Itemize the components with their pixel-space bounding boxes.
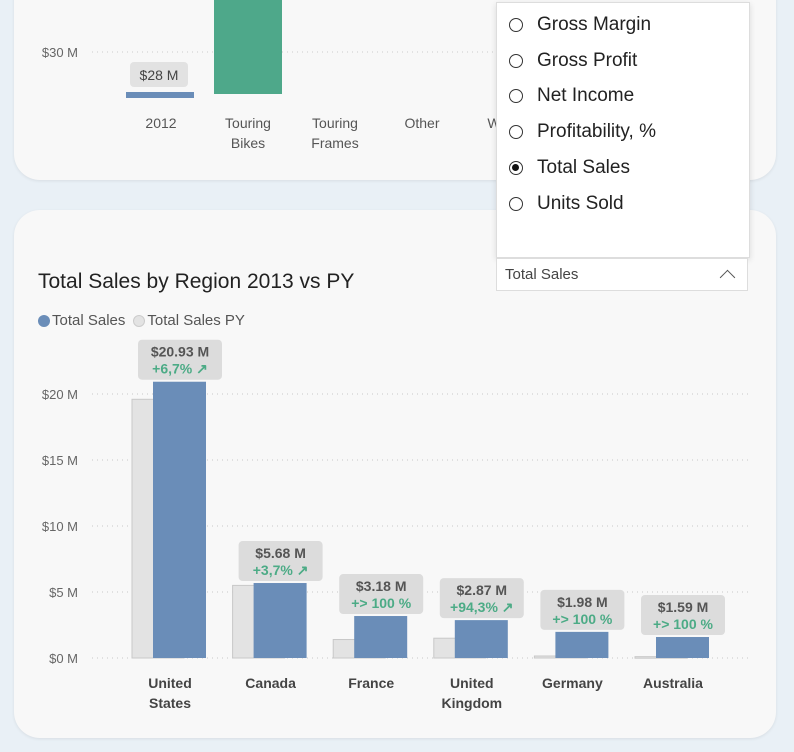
option-net-income[interactable]: Net Income	[509, 83, 634, 109]
value-label: $2.87 M	[457, 582, 508, 598]
top-bar-touring-bikes	[214, 0, 282, 94]
radio-gross-profit[interactable]	[509, 54, 523, 68]
option-label: Gross Profit	[537, 50, 638, 71]
y-tick-label: $5 M	[49, 585, 78, 600]
top-category-label: Touring Bikes	[225, 115, 271, 151]
radio-gross-margin[interactable]	[509, 18, 523, 32]
legend-label-current: Total Sales	[52, 312, 126, 329]
legend-dot-current	[38, 314, 50, 327]
data-label-box	[238, 541, 323, 582]
value-label: $1.59 M	[658, 599, 709, 615]
option-label: Units Sold	[537, 193, 624, 214]
top-ytick: $30 M	[42, 45, 78, 60]
option-label: Profitability, %	[537, 121, 656, 142]
measure-dropdown-list: Gross Margin Gross Profit Net Income Pro…	[496, 2, 750, 258]
data-label-box	[439, 578, 524, 619]
category-label: France	[348, 675, 394, 691]
bar-total-sales[interactable]	[555, 631, 609, 658]
measure-select-value: Total Sales	[505, 266, 579, 283]
category-label: United States	[148, 675, 192, 711]
chart-legend: Total Sales Total Sales PY	[38, 312, 249, 329]
legend-item-total-sales[interactable]: Total Sales	[38, 312, 125, 329]
radio-units-sold[interactable]	[509, 197, 523, 211]
chevron-up-icon[interactable]	[719, 269, 736, 286]
top-data-label: $28 M	[140, 67, 179, 83]
top-data-label-box	[130, 62, 188, 87]
bar-total-sales[interactable]	[454, 620, 508, 658]
y-tick-label: $10 M	[42, 519, 78, 534]
bar-total-sales[interactable]	[354, 616, 408, 658]
measure-select[interactable]: Total Sales	[496, 258, 748, 291]
change-label: +6,7% ↗	[152, 361, 208, 377]
bar-total-sales[interactable]	[656, 637, 709, 658]
legend-item-total-sales-py[interactable]: Total Sales PY	[133, 312, 245, 329]
option-label: Gross Margin	[537, 14, 652, 35]
option-gross-profit[interactable]: Gross Profit	[509, 48, 637, 74]
y-tick-label: $20 M	[42, 387, 78, 402]
data-label-box	[138, 339, 222, 380]
option-gross-margin[interactable]: Gross Margin	[509, 12, 651, 38]
top-chart: $30 M $28 M 2012 Touring Bikes Touring Frame…	[42, 0, 501, 151]
option-label: Total Sales	[537, 157, 630, 178]
radio-profitability[interactable]	[509, 125, 523, 139]
option-label: Net Income	[537, 85, 635, 106]
category-label: Australia	[643, 675, 703, 691]
data-label-box	[641, 595, 725, 636]
top-category-label: Other	[404, 115, 439, 131]
data-label-box	[339, 574, 424, 615]
chart-title: Total Sales by Region 2013 vs PY	[38, 270, 355, 293]
top-category-label: 2012	[145, 115, 176, 131]
value-label: $3.18 M	[356, 578, 407, 594]
option-units-sold[interactable]: Units Sold	[509, 191, 624, 217]
change-label: +3,7% ↗	[253, 562, 309, 578]
change-label: +94,3% ↗	[450, 599, 514, 615]
legend-label-previous: Total Sales PY	[147, 312, 245, 329]
top-bar-2012	[126, 92, 194, 98]
radio-total-sales[interactable]	[509, 161, 523, 175]
change-label: +> 100 %	[653, 616, 713, 632]
category-label: United Kingdom	[441, 675, 502, 711]
value-label: $5.68 M	[255, 545, 306, 561]
bar-total-sales[interactable]	[153, 381, 206, 658]
change-label: +> 100 %	[552, 611, 612, 627]
option-total-sales[interactable]: Total Sales	[509, 155, 630, 181]
change-label: +> 100 %	[351, 595, 411, 611]
y-tick-label: $0 M	[49, 651, 78, 666]
y-tick-label: $15 M	[42, 453, 78, 468]
bar-total-sales[interactable]	[253, 583, 307, 658]
value-label: $20.93 M	[151, 344, 209, 360]
value-label: $1.98 M	[557, 594, 608, 610]
category-label: Germany	[542, 675, 603, 691]
top-category-label: Touring Frames	[311, 115, 358, 151]
legend-dot-previous	[133, 314, 146, 327]
option-profitability[interactable]: Profitability, %	[509, 119, 656, 145]
radio-net-income[interactable]	[509, 89, 523, 103]
data-label-box	[540, 589, 625, 630]
category-label: Canada	[245, 675, 296, 691]
